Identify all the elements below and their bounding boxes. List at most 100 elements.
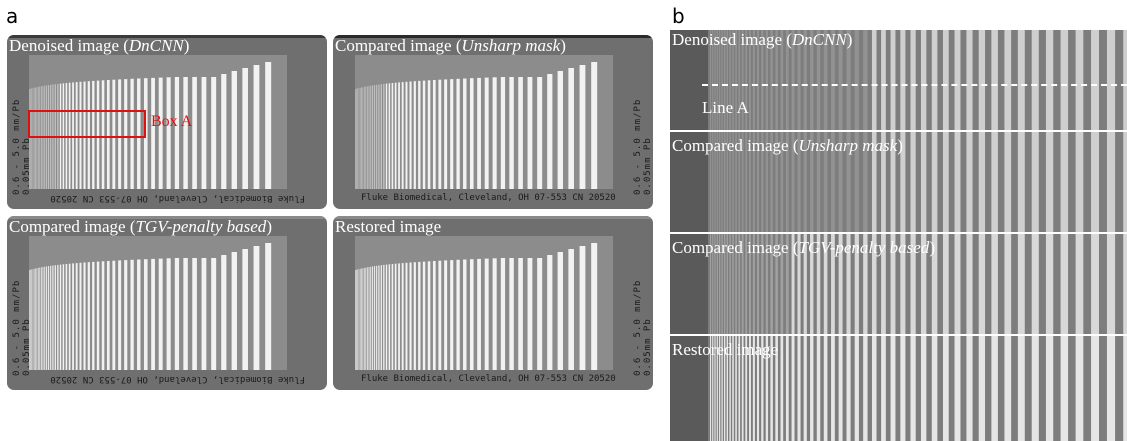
strip-bar <box>748 336 751 441</box>
strip-bar <box>770 234 773 334</box>
pattern-bar <box>130 259 134 370</box>
strip-bar <box>770 132 773 232</box>
strip-divider <box>670 130 1127 132</box>
strip-bar <box>775 132 778 232</box>
strip-bar <box>1106 132 1116 232</box>
pattern-bar <box>370 85 372 189</box>
strip-bar <box>881 30 886 130</box>
strip-bar <box>735 132 737 232</box>
pattern-bar <box>124 260 128 370</box>
strip-bar <box>910 30 916 130</box>
pattern-bar <box>376 265 378 370</box>
pattern-bar <box>174 77 180 189</box>
pattern-bar <box>75 263 78 370</box>
phantom-bottom-text: Fluke Biomedical, Cleveland, OH 07-553 C… <box>361 374 616 384</box>
strip-bar <box>723 132 726 232</box>
strip-bar <box>1045 336 1054 441</box>
strip-bar <box>920 234 927 334</box>
strip-caption-unsharp: Compared image (Unsharp mask) <box>672 136 903 155</box>
phantom-image-restored: 0.6 - 5.0 mm/Pb 0.05mm Pb Fluke Biomedic… <box>333 216 653 390</box>
strip-divider <box>670 232 1127 234</box>
phantom-vertical-text: 0.6 - 5.0 mm/Pb 0.05mm Pb <box>633 98 653 195</box>
strip-bar <box>803 336 807 441</box>
strip-bar <box>871 234 877 334</box>
strip-bar <box>735 234 737 334</box>
strip-bar <box>765 30 769 130</box>
strip-bar <box>738 234 741 334</box>
pattern-bar <box>265 62 272 189</box>
pattern-bar <box>192 258 197 370</box>
pattern-bar <box>363 267 365 370</box>
pattern-bar <box>378 265 380 370</box>
zoom-bars <box>670 336 1127 441</box>
pattern-background <box>355 236 613 370</box>
strip-bar <box>910 234 916 334</box>
strip-bar <box>765 132 769 232</box>
strip-left-edge <box>670 336 708 441</box>
pattern-bar <box>438 79 442 189</box>
strip-bar <box>797 132 801 232</box>
strip-bar <box>735 30 737 130</box>
strip-bar <box>942 30 949 130</box>
pattern-bar <box>37 267 39 370</box>
pattern-bar <box>68 263 71 370</box>
pattern-bar <box>500 77 506 189</box>
strip-bar <box>991 336 998 441</box>
strip-bar <box>863 132 868 232</box>
pattern-bar <box>372 85 374 189</box>
phantom-vertical-text: 0.6 - 5.0 mm/Pb 0.05mm Pb <box>12 98 32 195</box>
pattern-bar <box>500 258 506 370</box>
strip-bar <box>716 132 718 232</box>
pattern-bar <box>509 258 514 370</box>
strip-bar <box>1031 234 1039 334</box>
box-a-rectangle <box>28 110 146 138</box>
pattern-bar <box>477 258 481 370</box>
pattern-bar <box>87 262 90 370</box>
pattern-bar <box>579 65 586 189</box>
pattern-bar <box>527 258 533 370</box>
pattern-bar <box>362 268 364 370</box>
strip-bar <box>714 234 716 334</box>
strip-bar <box>738 30 741 130</box>
strip-bar <box>823 132 828 232</box>
pattern-bar <box>383 264 385 370</box>
strip-bar <box>770 336 773 441</box>
strip-divider <box>670 334 1127 336</box>
strip-bar <box>721 30 723 130</box>
pattern-bar <box>537 258 543 370</box>
strip-bar <box>966 234 973 334</box>
strip-bar <box>1031 336 1039 441</box>
pattern-bar <box>35 268 36 370</box>
strip-bar <box>920 30 927 130</box>
strip-bar <box>823 234 828 334</box>
pattern-bar <box>484 258 489 370</box>
pattern-bar <box>579 246 586 370</box>
strip-bar <box>732 132 734 232</box>
strip-bar <box>748 234 751 334</box>
pattern-bar <box>166 77 171 189</box>
pattern-bar <box>96 80 100 189</box>
phantom-bottom-text: Fluke Biomedical, Cleveland, OH 07-553 C… <box>361 193 616 203</box>
pattern-bar <box>568 68 574 189</box>
strip-bar <box>732 336 734 441</box>
pattern-bar <box>44 266 46 370</box>
strip-bar <box>1045 30 1054 130</box>
pattern-bar <box>432 80 436 189</box>
pattern-bar <box>492 258 497 370</box>
strip-bar <box>732 30 734 130</box>
strip-bar <box>954 132 961 232</box>
pattern-bar <box>359 268 361 370</box>
line-pair-bars <box>355 236 613 370</box>
pattern-bar <box>450 260 454 370</box>
pattern-bar <box>401 263 404 370</box>
strip-bar <box>978 234 986 334</box>
strip-bar <box>723 30 726 130</box>
pattern-bar <box>444 260 448 370</box>
strip-bar <box>846 336 851 441</box>
strip-bar <box>785 132 789 232</box>
pattern-bar <box>492 77 497 189</box>
pattern-bar <box>463 78 467 189</box>
pattern-bar <box>57 264 59 370</box>
strip-bar <box>729 234 731 334</box>
strip-bar <box>780 234 784 334</box>
